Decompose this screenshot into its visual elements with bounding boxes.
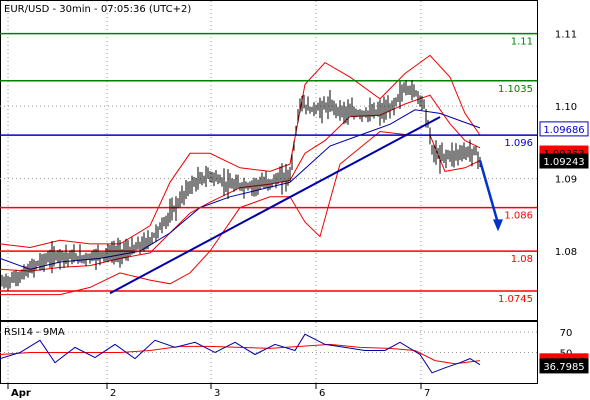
chart-title: EUR/USD - 30min - 07:05:36 (UTC+2)	[4, 4, 191, 15]
level-label-1.0745: 1.0745	[498, 294, 533, 305]
ma-line	[0, 109, 481, 270]
rsi-lines	[0, 333, 481, 374]
price-tag-label: 1.09686	[543, 125, 584, 136]
rsi-line	[0, 333, 481, 374]
level-label-1.11: 1.11	[511, 37, 533, 48]
level-label-1.086: 1.086	[504, 211, 533, 222]
price-tag-box	[539, 153, 589, 169]
bollinger-upper	[0, 54, 481, 249]
time-axis-label: 3	[214, 388, 220, 399]
price-axis-label: 1.08	[555, 247, 577, 258]
price-bars	[1, 80, 481, 291]
level-label-1.096: 1.096	[504, 138, 533, 149]
forecast-arrow-head	[493, 219, 503, 232]
forecast-arrow	[478, 160, 503, 232]
rsi-title: RSI14 - 9MA	[4, 327, 65, 338]
support-resistance-levels: 1.11 1.1035 1.096 1.086 1.08 1.0745	[0, 32, 537, 305]
trendline	[109, 116, 441, 295]
time-axis: Apr 2 3 6 7	[7, 384, 430, 399]
forecast-arrow-shaft	[478, 160, 500, 224]
time-axis-label: 2	[110, 388, 116, 399]
rsi-tag-label: 36.7985	[543, 362, 584, 373]
price-pane	[0, 0, 538, 321]
time-axis-label: 6	[319, 388, 325, 399]
time-axis-label: Apr	[11, 388, 31, 399]
price-axis-label: 1.09	[555, 175, 577, 186]
level-label-1.08: 1.08	[511, 254, 533, 265]
rsi-tag-box	[539, 358, 589, 374]
price-axis: 1.111.101.091.087050	[555, 30, 577, 360]
time-axis-label: 7	[424, 388, 430, 399]
price-axis-label: 1.10	[555, 102, 577, 113]
price-tag-label: 1.09243	[543, 157, 584, 168]
price-tag-box	[539, 121, 589, 137]
trendline-line	[109, 116, 441, 295]
rsi-axis-label: 70	[560, 328, 573, 339]
level-label-1.1035: 1.1035	[498, 84, 533, 95]
price-axis-label: 1.11	[555, 30, 577, 41]
moving-average	[0, 109, 481, 270]
